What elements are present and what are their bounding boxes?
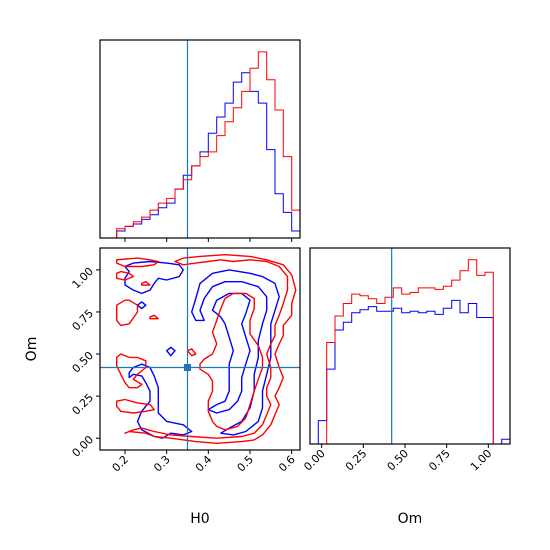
truth-marker (184, 364, 191, 372)
om-tick-label: 0.25 (70, 391, 97, 418)
h0-tick-label: 0.6 (276, 453, 298, 475)
h0-tick-label: 0.2 (110, 453, 132, 475)
contour-red-3 (116, 353, 147, 389)
contour-blue-1 (128, 363, 193, 439)
om-tick-label: 0.75 (70, 307, 97, 334)
h0-axis-label: H0 (190, 511, 209, 527)
om-hist-x-tick-label: 1.00 (468, 447, 495, 474)
om-hist-x-tick-label: 0.00 (301, 447, 328, 474)
contour-red-4 (116, 398, 155, 414)
h0-histogram-frame (99, 39, 301, 239)
h0-histogram-red-series (100, 51, 300, 239)
om-histogram-blue-series (310, 299, 510, 445)
h0-hist-blue-step (100, 72, 300, 239)
contour-red-1 (116, 270, 134, 281)
contour-blue-3 (207, 292, 251, 414)
om-histogram-red-series (310, 259, 510, 445)
contour-blue-4 (166, 346, 176, 357)
om-hist-x-tick-label: 0.75 (426, 447, 453, 474)
h0-histogram-panel (99, 39, 301, 242)
contour-red-2 (116, 299, 139, 327)
om-histogram-axis-label: Om (398, 511, 423, 527)
contours-red-series (116, 254, 297, 444)
om-hist-red-step (310, 259, 510, 445)
h0-axis-ticks: 0.2 0.3 0.4 0.5 0.6 (110, 450, 298, 474)
om-axis-label: Om (24, 337, 40, 362)
h0-om-contour-panel: 0.2 0.3 0.4 0.5 0.6 0.000.250.500.751.00 H0 … (24, 247, 301, 527)
contour-red-0 (116, 257, 159, 268)
h0-tick-label: 0.5 (235, 453, 257, 475)
om-tick-label: 0.00 (70, 433, 97, 460)
om-tick-label: 0.50 (70, 349, 97, 376)
contour-blue-2 (191, 269, 280, 436)
h0-hist-red-step (100, 51, 300, 239)
om-hist-blue-step (310, 299, 510, 445)
contours-blue-series (124, 260, 280, 439)
contour-red-7 (186, 348, 197, 357)
om-histogram-axis-ticks: 0.00 0.25 0.50 0.75 1.00 (301, 444, 494, 473)
contour-blue-0 (124, 260, 184, 295)
h0-tick-label: 0.3 (151, 453, 173, 475)
contour-red-9 (149, 314, 159, 320)
om-hist-x-tick-label: 0.50 (385, 447, 412, 474)
om-axis-ticks: 0.00 0.25 0.50 0.75 1.00 (70, 265, 100, 460)
contour-red-8 (141, 281, 151, 286)
contour-red-6 (199, 292, 264, 431)
contour-frame (99, 247, 301, 451)
om-hist-x-tick-label: 0.25 (343, 447, 370, 474)
contour-blue-5 (136, 301, 147, 310)
contour-red-5 (124, 254, 297, 444)
om-histogram-panel: 0.00 0.25 0.50 0.75 1.00 Om (301, 247, 511, 527)
h0-histogram-ticks (124, 238, 293, 242)
om-histogram-frame (309, 247, 511, 445)
h0-tick-label: 0.4 (193, 453, 215, 475)
om-tick-label: 1.00 (70, 265, 97, 292)
h0-histogram-blue-series (100, 72, 300, 239)
